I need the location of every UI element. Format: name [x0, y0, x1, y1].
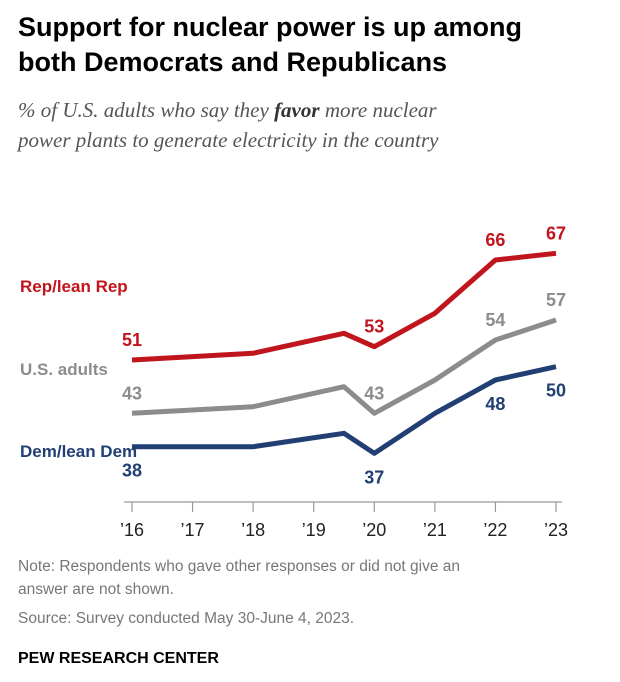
subtitle-emphasis: favor [274, 98, 320, 122]
line-chart: 51 53 66 67 43 43 54 57 38 37 48 50 Rep/lean Rep U.S… [20, 223, 568, 540]
series-name-labels: Rep/lean Rep U.S. adults Dem/lean Dem [20, 277, 137, 461]
x-tick-label-2017: ’17 [181, 520, 205, 540]
chart-note: Note: Respondents who gave other respons… [18, 555, 608, 601]
series-name-rep-lean-rep: Rep/lean Rep [20, 277, 128, 296]
data-label-rep-lean-rep-3: 67 [546, 223, 566, 243]
x-tick-label-2020: ’20 [362, 520, 386, 540]
data-label-u-s-adults-3: 57 [546, 290, 566, 310]
subtitle-line2: power plants to generate electricity in … [18, 128, 439, 152]
data-label-rep-lean-rep-0: 51 [122, 330, 142, 350]
data-label-dem-lean-dem-1: 37 [364, 467, 384, 487]
chart-title-line2: both Democrats and Republicans [18, 47, 448, 77]
series-name-dem-lean-dem: Dem/lean Dem [20, 442, 137, 461]
chart-title-line1: Support for nuclear power is up among [18, 12, 523, 42]
series-name-u-s-adults: U.S. adults [20, 360, 108, 379]
subtitle-line1: % of U.S. adults who say they favor more… [18, 95, 608, 125]
data-label-dem-lean-dem-2: 48 [485, 394, 505, 414]
series-line-rep-lean-rep [131, 250, 557, 363]
data-label-dem-lean-dem-3: 50 [546, 381, 566, 401]
x-tick-label-2021: ’21 [423, 520, 447, 540]
chart-subtitle: % of U.S. adults who say they favor more… [18, 95, 608, 155]
series-lines [131, 250, 557, 456]
note-line2: answer are not shown. [18, 581, 174, 598]
subtitle-text-pre: % of U.S. adults who say they [18, 98, 275, 122]
data-label-u-s-adults-1: 43 [364, 383, 384, 403]
series-line-dem-lean-dem [132, 364, 557, 456]
x-tick-label-2022: ’22 [483, 520, 507, 540]
x-tick-label-2019: ’19 [302, 520, 326, 540]
x-axis: ’16 ’17 ’18 ’19 ’20 ’21 ’22 ’23 [120, 501, 568, 540]
data-label-dem-lean-dem-0: 38 [122, 461, 142, 481]
chart-source: Source: Survey conducted May 30-June 4, … [18, 610, 355, 627]
chart-title: Support for nuclear power is up among bo… [18, 10, 608, 80]
series-line-u-s-adults [131, 317, 557, 416]
subtitle-text-post: more nuclear [319, 98, 437, 122]
data-label-u-s-adults-2: 54 [485, 310, 505, 330]
brand-logo-text: PEW RESEARCH CENTER [18, 650, 219, 667]
data-label-rep-lean-rep-2: 66 [485, 230, 505, 250]
note-line1: Note: Respondents who gave other respons… [18, 558, 461, 575]
x-tick-label-2016: ’16 [120, 520, 144, 540]
x-tick-label-2018: ’18 [241, 520, 265, 540]
x-tick-label-2023: ’23 [544, 520, 568, 540]
data-label-rep-lean-rep-1: 53 [364, 317, 384, 337]
data-labels: 51 53 66 67 43 43 54 57 38 37 48 50 [122, 223, 566, 487]
data-label-u-s-adults-0: 43 [122, 383, 142, 403]
